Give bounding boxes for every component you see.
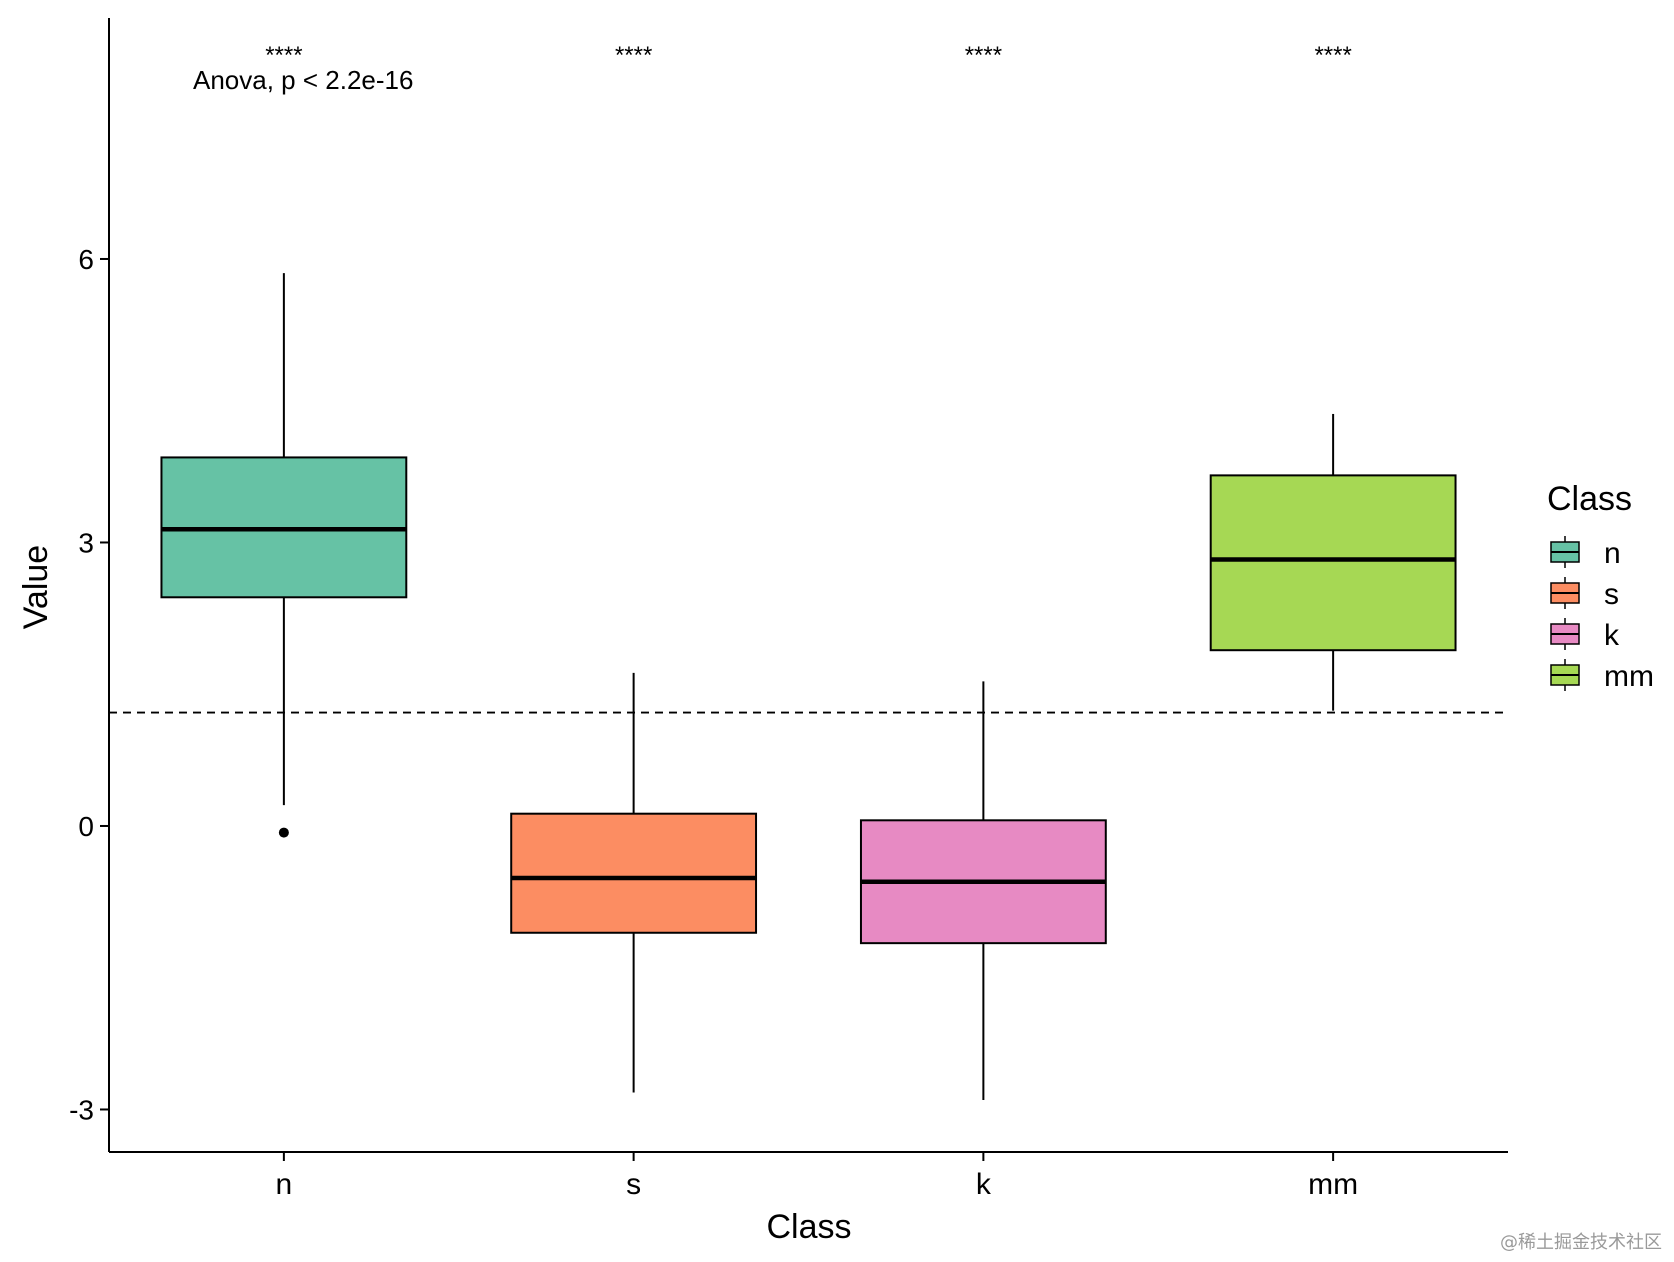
x-axis-title: Class <box>766 1208 851 1246</box>
x-tick-label: k <box>976 1168 992 1201</box>
y-tick-label: 0 <box>78 811 94 842</box>
x-tick-label: s <box>626 1168 641 1201</box>
plot-area: -3 0 3 6 n s k mm **** **** **** **** <box>69 18 1508 1201</box>
significance-label: **** <box>1314 42 1351 69</box>
outlier-point <box>278 827 289 838</box>
legend: Class nsk mm <box>1547 480 1654 693</box>
y-tick-label: 3 <box>78 527 94 558</box>
legend-label: mm <box>1604 660 1654 693</box>
significance-label: **** <box>265 42 302 69</box>
anova-annotation: Anova, p < 2.2e-16 <box>193 65 413 95</box>
x-tick-label: mm <box>1308 1168 1358 1201</box>
box-mm <box>1209 474 1457 652</box>
legend-title: Class <box>1547 480 1632 518</box>
watermark-text: @稀土掘金技术社区 <box>1500 1232 1662 1253</box>
box-s <box>510 812 758 934</box>
y-axis-title: Value <box>17 545 55 629</box>
significance-label: **** <box>615 42 652 69</box>
legend-label: n <box>1604 537 1621 570</box>
y-tick-label: -3 <box>69 1094 94 1125</box>
legend-label: s <box>1604 578 1619 611</box>
y-tick-label: 6 <box>78 244 94 275</box>
legend-label: k <box>1604 619 1620 652</box>
x-tick-label: n <box>276 1168 293 1201</box>
significance-label: **** <box>965 42 1002 69</box>
